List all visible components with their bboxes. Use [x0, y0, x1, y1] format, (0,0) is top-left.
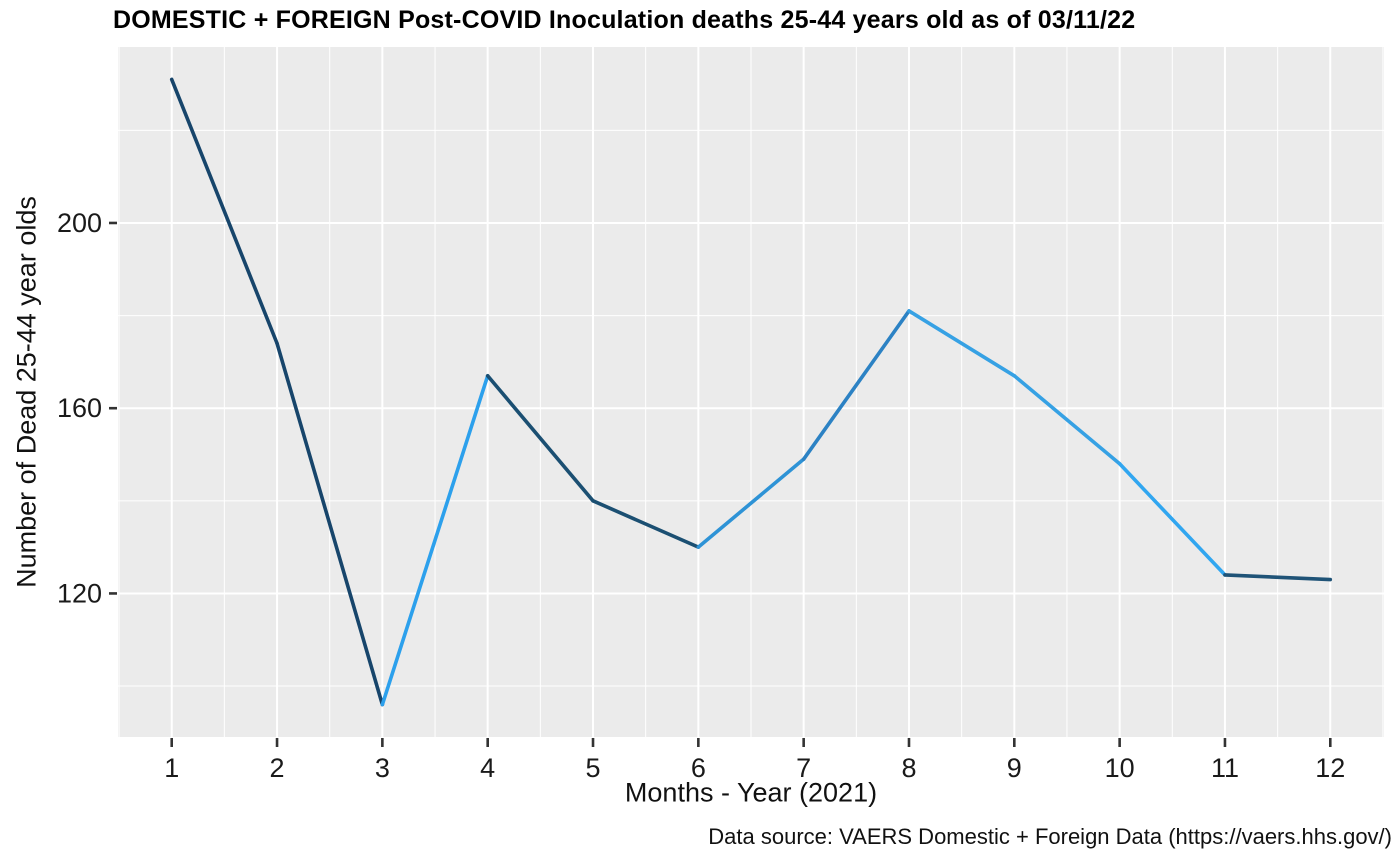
x-tick-label: 8 — [901, 753, 916, 783]
x-tick-label: 11 — [1211, 753, 1239, 783]
data-line-segment — [485, 373, 595, 503]
y-axis-title: Number of Dead 25-44 year olds — [11, 196, 42, 588]
x-tick-label: 5 — [585, 753, 600, 783]
y-tick-label: 160 — [57, 393, 102, 423]
data-line-segment — [380, 373, 490, 707]
x-tick-label: 6 — [691, 753, 706, 783]
x-tick-label: 3 — [375, 753, 390, 783]
data-line-segment — [1012, 373, 1122, 466]
x-tick-label: 2 — [270, 753, 285, 783]
chart-title: DOMESTIC + FOREIGN Post-COVID Inoculatio… — [113, 6, 1136, 34]
y-tick-label: 200 — [57, 208, 102, 238]
data-line-segment — [907, 309, 1017, 378]
x-tick-label: 10 — [1105, 753, 1135, 783]
data-line-segment — [591, 499, 701, 549]
data-line-segment — [696, 457, 806, 549]
x-tick-label: 7 — [796, 753, 811, 783]
x-tick-label: 12 — [1315, 753, 1345, 783]
data-line-segment — [801, 309, 911, 461]
y-tick-label: 120 — [57, 578, 102, 608]
data-source-caption: Data source: VAERS Domestic + Foreign Da… — [708, 824, 1392, 849]
data-line-segment — [1117, 461, 1227, 577]
data-line-segment — [275, 341, 385, 707]
data-line-segment — [169, 77, 279, 346]
x-tick-label: 4 — [480, 753, 495, 783]
x-tick-label: 9 — [1007, 753, 1022, 783]
x-axis-title: Months - Year (2021) — [624, 777, 878, 808]
data-line-segment — [1223, 573, 1333, 582]
x-tick-label: 1 — [164, 753, 179, 783]
